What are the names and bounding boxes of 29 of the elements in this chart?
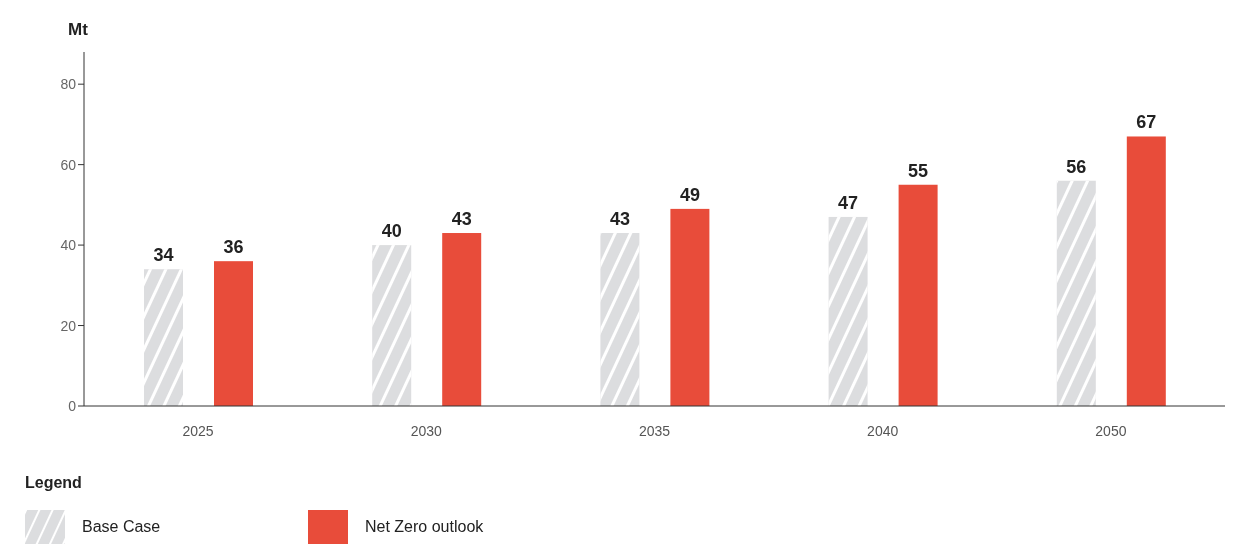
legend-title: Legend: [25, 474, 83, 492]
x-tick-label: 2050: [1095, 422, 1127, 439]
y-tick-label: 60: [60, 156, 77, 173]
y-axis-title: Mt: [68, 20, 88, 40]
bar: [442, 233, 482, 406]
bar: [898, 184, 938, 406]
x-tick-label: 2030: [410, 422, 443, 439]
data-label: 56: [1066, 156, 1087, 177]
legend-label: Net Zero outlook: [365, 518, 484, 536]
y-tick-label: 20: [60, 317, 77, 334]
data-label: 55: [908, 160, 929, 181]
y-tick-label: 80: [60, 76, 77, 93]
bar: [214, 261, 253, 406]
y-tick-label: 40: [60, 237, 77, 254]
y-tick-label: 0: [68, 397, 77, 414]
x-tick-label: 2035: [638, 422, 671, 439]
data-label: 43: [609, 209, 630, 230]
x-tick-label: 2040: [867, 422, 899, 439]
data-label: 40: [381, 221, 402, 242]
legend-label: Base Case: [82, 518, 161, 536]
x-tick-label: 2025: [182, 422, 214, 439]
data-label: 34: [153, 245, 174, 266]
data-label: 43: [451, 209, 472, 230]
data-label: 47: [838, 192, 859, 213]
data-label: 36: [223, 237, 244, 258]
data-label: 67: [1136, 112, 1157, 133]
bar: [670, 208, 710, 406]
bar: [1126, 136, 1166, 406]
data-label: 49: [679, 184, 700, 205]
